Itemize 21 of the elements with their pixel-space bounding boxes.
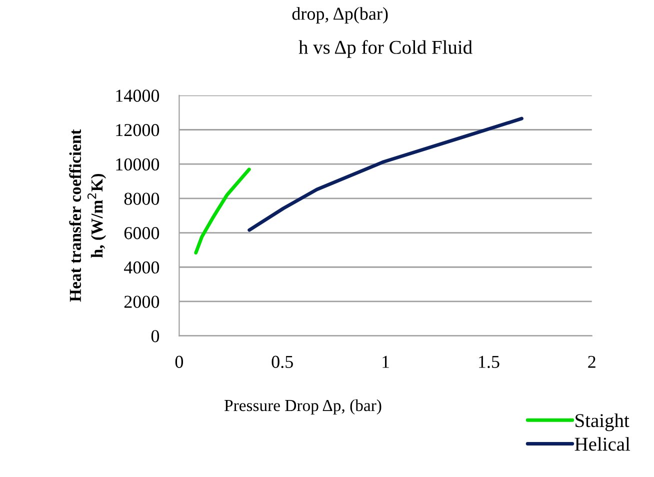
x-axis-title: Pressure Drop Δp, (bar) xyxy=(224,399,382,415)
line-series xyxy=(248,116,524,232)
chart-title: h vs Δp for Cold Fluid xyxy=(298,40,472,58)
y-tick-label: 10000 xyxy=(116,158,160,171)
line-series xyxy=(194,168,251,254)
x-tick-label: 0.5 xyxy=(272,356,293,368)
y-tick-label: 4000 xyxy=(124,261,160,274)
y-tick-label: 12000 xyxy=(116,124,160,136)
y-axis-title: Heat transfer coefficient h, (W/m$^{2}$K) xyxy=(69,129,106,302)
text: drop, Δp(bar) xyxy=(292,7,388,24)
x-tick-label: 1.5 xyxy=(479,356,500,368)
x-tick-label: 2 xyxy=(588,356,596,368)
y-tick-label: 0 xyxy=(151,330,160,342)
y-tick-label: 14000 xyxy=(116,90,160,102)
legend-label: Staight xyxy=(576,413,630,432)
legend-label: Helical xyxy=(574,437,630,451)
y-tick-label: 8000 xyxy=(124,192,160,205)
y-tick-label: 6000 xyxy=(124,227,160,240)
x-tick-label: 1 xyxy=(382,356,389,368)
x-tick-label: 0 xyxy=(175,356,184,368)
y-tick-label: 2000 xyxy=(124,296,160,308)
